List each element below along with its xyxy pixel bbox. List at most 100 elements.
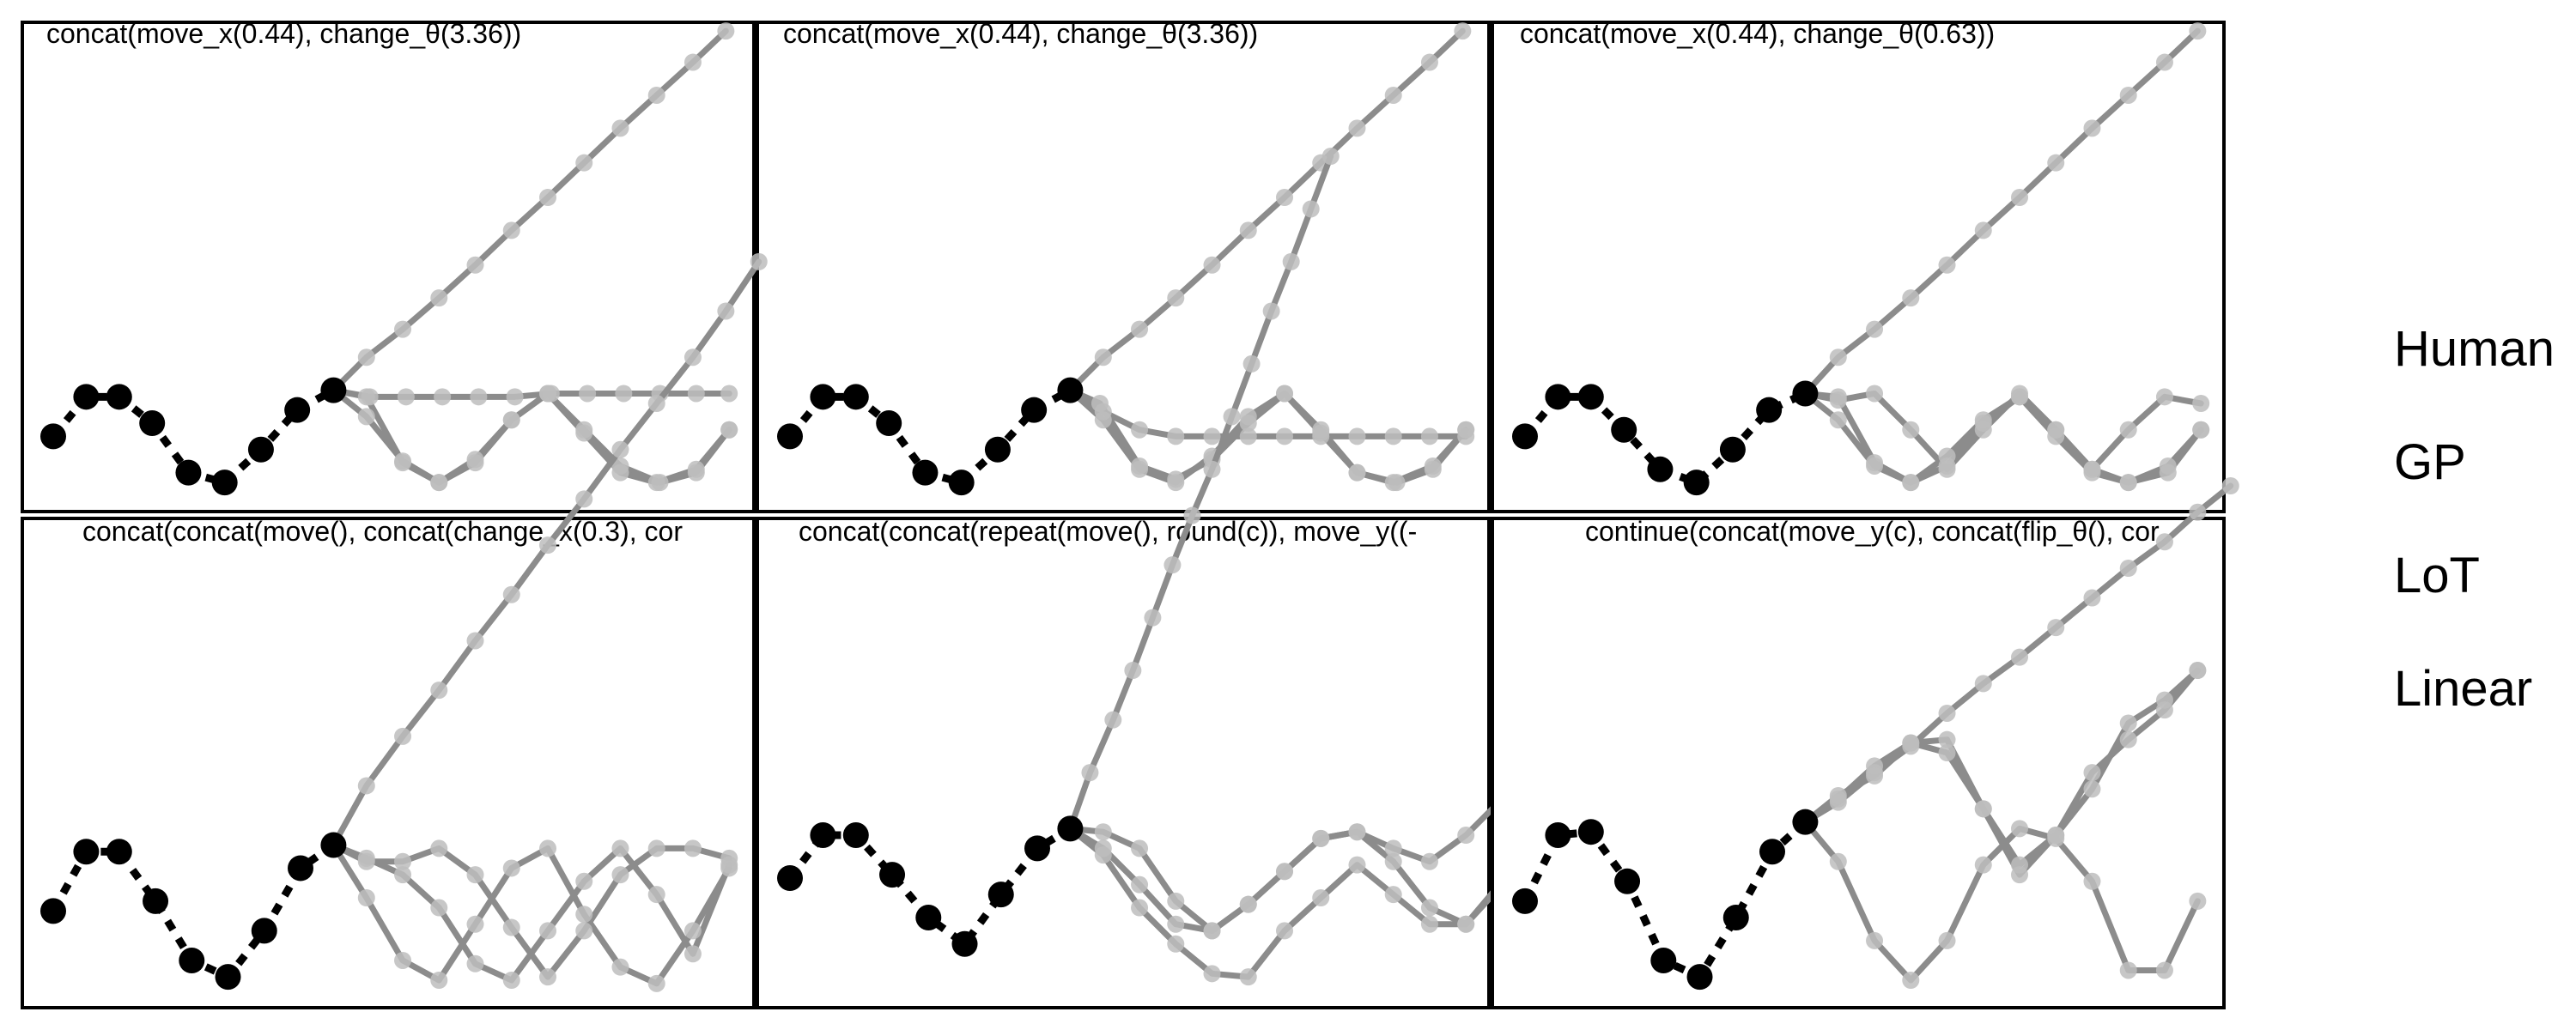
- prediction-point: [1938, 256, 1956, 274]
- prediction-point: [1384, 86, 1402, 104]
- observed-point: [948, 470, 975, 496]
- trajectory-plot: [40, 252, 768, 992]
- prediction-point: [2155, 961, 2173, 979]
- prediction-point: [466, 632, 484, 650]
- observed-point: [1057, 377, 1084, 403]
- prediction-point: [466, 915, 484, 933]
- observed-point: [143, 888, 169, 914]
- prediction-point: [2083, 780, 2101, 798]
- prediction-point: [1167, 892, 1185, 910]
- prediction-point: [2011, 648, 2028, 666]
- prediction-point: [357, 408, 375, 426]
- prediction-point: [1829, 786, 1847, 804]
- prediction-point: [1348, 427, 1366, 445]
- prediction-point: [2119, 560, 2137, 577]
- prediction-point: [683, 945, 702, 963]
- prediction-point: [1457, 827, 1475, 845]
- prediction-point: [1203, 427, 1221, 445]
- prediction-point: [1974, 221, 1992, 239]
- panel-title: concat(concat(move(), concat(change_x(0.…: [82, 516, 683, 547]
- observed-point: [777, 864, 803, 891]
- observed-point: [987, 882, 1014, 908]
- panel-5: concat(concat(repeat(move(), round(c)), …: [756, 148, 1511, 1009]
- prediction-point: [615, 385, 633, 403]
- prediction-point: [357, 889, 375, 906]
- prediction-point: [575, 906, 593, 924]
- prediction-point: [1420, 852, 1438, 870]
- prediction-point: [2083, 119, 2101, 137]
- prediction-point: [1974, 415, 1992, 433]
- observed-point: [284, 397, 311, 423]
- panel-title: concat(move_x(0.44), change_θ(3.36)): [46, 18, 521, 49]
- prediction-point: [1938, 931, 1956, 949]
- prediction-point: [1081, 764, 1099, 782]
- prediction-point: [2119, 714, 2137, 732]
- observed-point: [40, 423, 66, 450]
- prediction-point: [1321, 148, 1340, 165]
- prediction-point: [647, 395, 665, 412]
- prediction-point: [1167, 470, 1185, 488]
- prediction-point: [1420, 899, 1438, 917]
- prediction-point: [506, 388, 524, 406]
- prediction-point: [2155, 53, 2173, 71]
- observed-point: [1683, 470, 1710, 496]
- prediction-point: [1938, 704, 1956, 722]
- prediction-point: [611, 119, 629, 137]
- observed-point: [984, 436, 1011, 463]
- observed-point: [842, 822, 869, 849]
- prediction-point: [647, 474, 665, 492]
- prediction-point: [611, 866, 629, 884]
- prediction-point: [1239, 895, 1257, 913]
- prediction-point: [720, 421, 738, 439]
- prediction-point: [2159, 457, 2177, 475]
- prediction-point: [575, 490, 593, 508]
- prediction-point: [1974, 675, 1992, 693]
- observed-point: [1792, 809, 1819, 835]
- prediction-point: [1203, 460, 1221, 478]
- prediction-point: [1276, 863, 1293, 881]
- prediction-point: [2189, 22, 2207, 40]
- prediction-point: [1094, 823, 1112, 841]
- prediction-point: [539, 536, 556, 554]
- observed-point: [1512, 423, 1538, 450]
- prediction-point: [1938, 457, 1956, 475]
- prediction-point: [1124, 662, 1142, 680]
- prediction-point: [430, 899, 448, 917]
- prediction-point: [1902, 289, 1920, 307]
- prediction-point: [1276, 427, 1293, 445]
- prediction-point: [687, 385, 705, 403]
- prediction-point: [357, 388, 375, 406]
- observed-point: [810, 384, 836, 410]
- prediction-point: [1866, 320, 1884, 338]
- prediction-point: [470, 388, 488, 406]
- prediction-point: [430, 289, 448, 307]
- observed-point: [1611, 416, 1637, 443]
- observed-point: [1792, 380, 1819, 407]
- prediction-point: [1866, 766, 1884, 785]
- prediction-point: [1902, 972, 1920, 989]
- prediction-point: [394, 866, 412, 884]
- observed-point: [951, 930, 978, 957]
- prediction-point: [1203, 922, 1221, 940]
- trajectory-plot: [1512, 22, 2210, 496]
- prediction-point: [1424, 460, 1442, 478]
- prediction-point: [717, 302, 735, 320]
- prediction-point: [539, 968, 556, 986]
- prediction-point: [1938, 730, 1956, 748]
- prediction-point: [1131, 457, 1149, 475]
- prediction-point: [1203, 965, 1221, 983]
- prediction-point: [466, 454, 484, 472]
- prediction-point: [683, 53, 702, 71]
- prediction-point: [2221, 477, 2239, 494]
- observed-point: [912, 459, 939, 486]
- prediction-point: [502, 585, 520, 603]
- prediction-point: [2047, 427, 2065, 445]
- prediction-point: [502, 221, 520, 239]
- prediction-point: [2119, 421, 2137, 439]
- prediction-point: [1167, 935, 1185, 953]
- observed-point: [1057, 815, 1084, 842]
- prediction-point: [1094, 348, 1112, 367]
- prediction-point: [1223, 408, 1241, 426]
- prediction-point: [1167, 289, 1185, 307]
